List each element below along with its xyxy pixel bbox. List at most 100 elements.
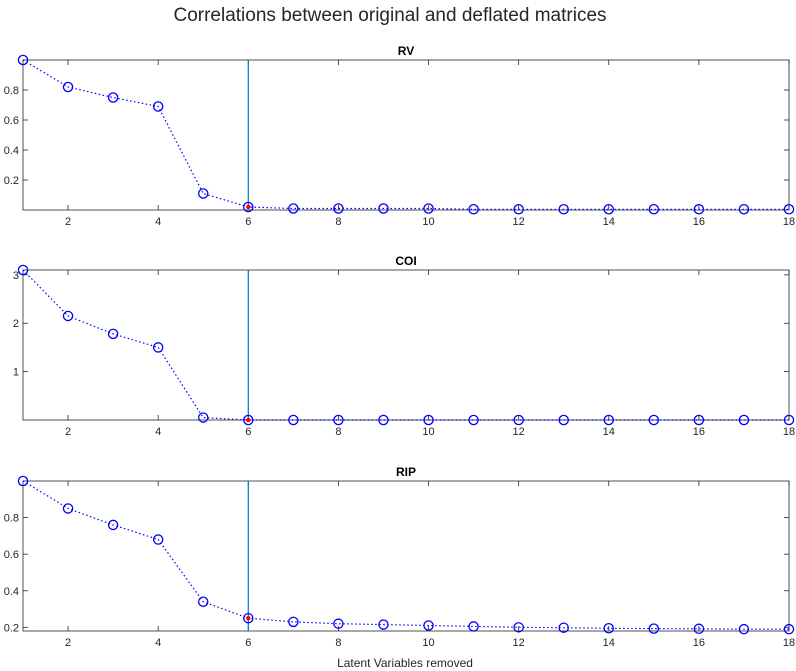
data-point	[693, 623, 705, 635]
data-point	[603, 203, 615, 215]
y-tick-label: 0.8	[4, 513, 19, 525]
y-tick-label: 0.2	[4, 175, 19, 187]
x-tick-label: 10	[422, 426, 434, 438]
x-tick-label: 8	[335, 216, 341, 228]
x-tick-label: 10	[422, 216, 434, 228]
x-tick-label: 8	[335, 637, 341, 649]
panel-rv-series-line	[22, 59, 789, 210]
y-tick-label: 0.6	[4, 115, 19, 127]
y-tick-label: 1	[13, 367, 19, 379]
y-tick-label: 0.6	[4, 549, 19, 561]
panel-rv-axes-box	[22, 59, 790, 211]
data-point	[513, 622, 524, 633]
data-point	[423, 414, 434, 426]
x-tick-label: 6	[245, 637, 251, 649]
data-point	[378, 203, 389, 214]
x-tick-label: 6	[245, 426, 251, 438]
x-tick-label: 14	[603, 426, 615, 438]
x-tick-label: 2	[65, 216, 71, 228]
data-point	[17, 54, 29, 66]
x-tick-label: 2	[65, 426, 71, 438]
data-point	[333, 414, 344, 426]
highlight-point	[246, 204, 251, 210]
x-tick-label: 18	[783, 426, 795, 438]
data-point	[558, 622, 569, 633]
data-point	[783, 414, 795, 426]
y-tick-label: 0.4	[4, 586, 19, 598]
data-point	[558, 414, 569, 426]
data-point	[783, 203, 795, 215]
x-tick-label: 16	[693, 426, 705, 438]
data-point	[738, 623, 750, 635]
highlight-point	[246, 417, 251, 423]
x-tick-label: 14	[603, 637, 615, 649]
y-tick-label: 0.2	[4, 622, 19, 634]
data-point	[107, 92, 119, 103]
data-point	[17, 475, 29, 487]
x-tick-label: 12	[513, 426, 525, 438]
data-point	[693, 414, 705, 426]
x-tick-label: 4	[155, 216, 161, 228]
data-point	[197, 596, 209, 607]
x-tick-label: 18	[783, 216, 795, 228]
data-point	[648, 414, 660, 426]
data-point	[468, 621, 479, 632]
x-tick-label: 16	[693, 216, 705, 228]
figure-title: Correlations between original and deflat…	[173, 5, 606, 26]
data-point	[152, 534, 164, 545]
x-tick-label: 6	[245, 216, 251, 228]
data-point	[603, 414, 615, 426]
data-point	[513, 414, 524, 426]
data-point	[603, 623, 615, 634]
x-axis-label: Latent Variables removed	[337, 656, 473, 670]
panel-coi-series-line	[22, 269, 789, 421]
y-tick-label: 0.8	[4, 85, 19, 97]
data-point	[107, 328, 119, 340]
y-tick-label: 2	[13, 318, 19, 330]
highlight-point	[246, 615, 251, 621]
data-point	[17, 264, 29, 276]
data-point	[783, 623, 795, 635]
data-point	[288, 616, 299, 628]
x-tick-label: 4	[155, 637, 161, 649]
data-point	[333, 203, 344, 214]
data-point	[513, 203, 524, 215]
x-tick-label: 8	[335, 426, 341, 438]
data-point	[62, 81, 74, 93]
x-tick-label: 18	[783, 637, 795, 649]
panel-rv: RV 2 4 6 8 10 12 14 16 18 0.2 0.4 0.6 0.8	[4, 44, 795, 228]
panel-rip-series-line	[22, 480, 789, 630]
data-point	[243, 612, 254, 624]
data-point	[378, 619, 389, 630]
data-point	[648, 623, 660, 634]
data-point	[107, 519, 119, 531]
data-point	[423, 203, 434, 214]
y-tick-label: 0.4	[4, 145, 19, 157]
panel-rip-axes-box	[22, 480, 790, 632]
data-point	[738, 414, 750, 426]
x-tick-label: 4	[155, 426, 161, 438]
data-point	[558, 203, 569, 215]
data-point	[693, 203, 705, 215]
data-point	[152, 101, 164, 112]
data-point	[468, 203, 479, 215]
data-point	[197, 188, 209, 199]
panel-rip-title: RIP	[396, 465, 416, 479]
x-tick-label: 2	[65, 637, 71, 649]
x-tick-label: 14	[603, 216, 615, 228]
data-point	[62, 310, 74, 322]
data-point	[152, 342, 164, 353]
data-point	[62, 503, 74, 514]
data-point	[378, 414, 389, 426]
data-point	[243, 414, 254, 426]
data-point	[197, 412, 209, 423]
panel-rv-title: RV	[398, 44, 414, 58]
x-tick-label: 16	[693, 637, 705, 649]
x-tick-label: 10	[422, 637, 434, 649]
data-point	[288, 203, 299, 214]
x-tick-label: 12	[513, 216, 525, 228]
y-tick-label: 3	[13, 270, 19, 282]
